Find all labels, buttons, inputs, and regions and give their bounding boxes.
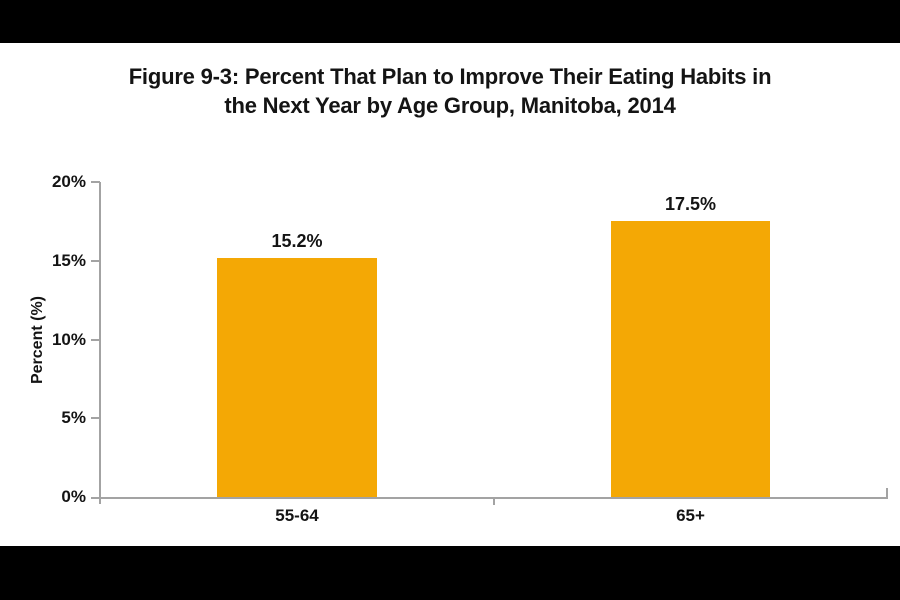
bar-55-64 [217,257,377,497]
x-axis-end-tick [886,488,888,499]
y-tick-mark-20 [91,181,100,183]
y-tick-mark-5 [91,417,100,419]
y-tick-label-5: 5% [61,408,86,427]
bar-value-label-55-64: 15.2% [271,230,323,251]
y-tick-mark-0 [91,497,100,499]
y-tick-mark-15 [91,260,100,262]
x-category-label-55-64: 55-64 [275,506,319,525]
chart-title: Figure 9-3: Percent That Plan to Improve… [0,62,900,120]
bar-slot-55-64: 15.2% [217,182,377,497]
y-tick-label-0: 0% [61,487,86,506]
letterbox-top-band [0,0,900,43]
y-tick-label-20: 20% [51,172,86,191]
chart-title-line-2: the Next Year by Age Group, Manitoba, 20… [224,93,676,118]
y-tick-label-10: 10% [51,330,86,349]
bar-slot-65plus: 17.5% [611,182,770,497]
chart-title-line-1: Figure 9-3: Percent That Plan to Improve… [128,64,772,89]
y-tick-mark-10 [91,339,100,341]
letterbox-bottom-band [0,546,900,600]
y-tick-label-15: 15% [51,251,86,270]
x-category-label-65plus: 65+ [676,506,705,525]
bar-value-label-65plus: 17.5% [664,194,717,215]
x-axis-category-divider-tick [493,497,495,505]
bar-65plus [611,221,770,497]
y-axis-line [99,182,101,504]
